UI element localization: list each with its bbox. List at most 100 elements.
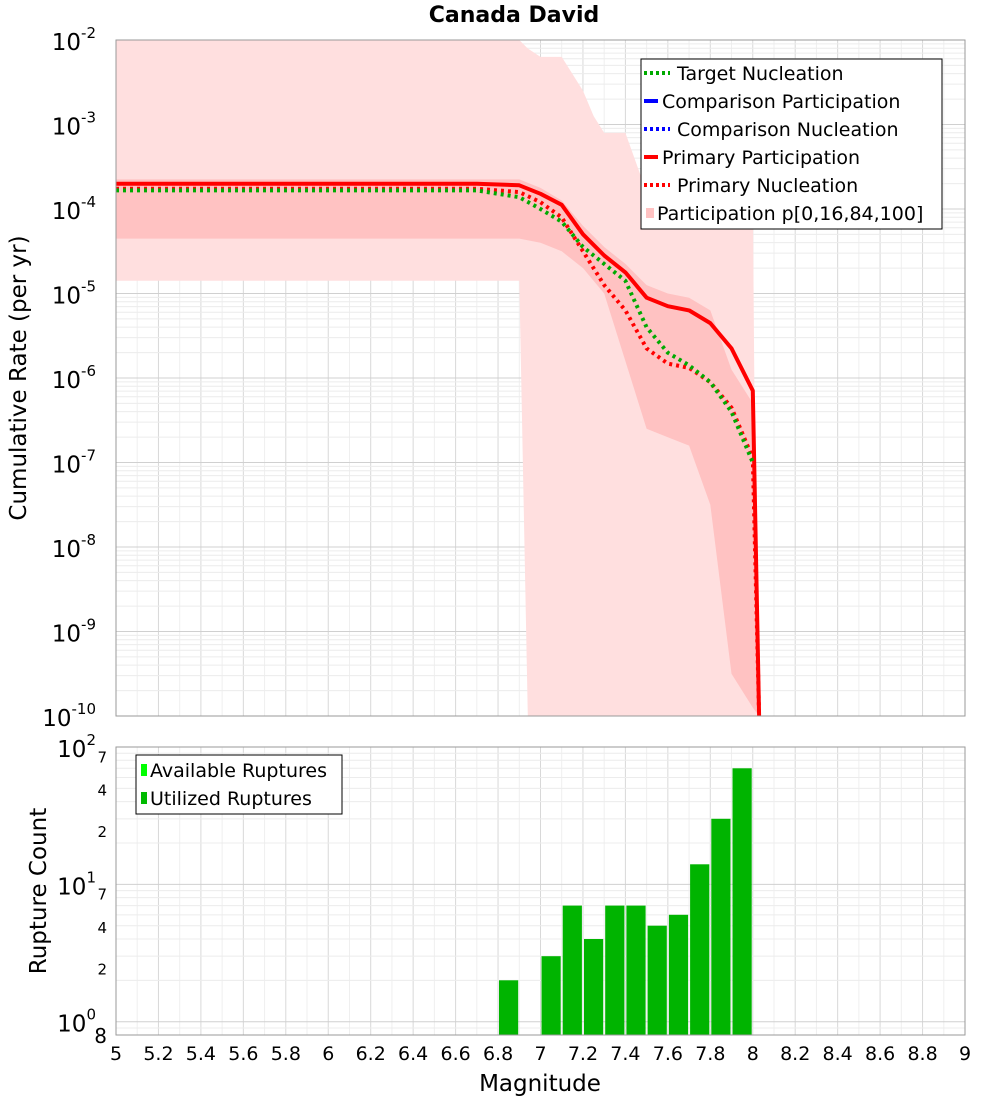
top-y-tick-exponent: -2 [81, 24, 96, 42]
rupture-bar [499, 980, 519, 1035]
legend-label: Primary Nucleation [677, 175, 858, 197]
top-legend: Target Nucleation Comparison Participatio… [640, 58, 943, 230]
bottom-y-tick-label: 2 [97, 823, 107, 841]
top-y-tick-label: 10-6 [52, 362, 96, 394]
bottom-y-tick-label: 8 [94, 1024, 107, 1048]
top-y-tick-label: 10-5 [52, 278, 96, 310]
top-y-tick-base: 10 [52, 284, 81, 310]
rupture-bar [562, 905, 582, 1035]
bottom-y-tick-exponent: 2 [86, 731, 96, 749]
rupture-bar [690, 864, 710, 1035]
bottom-y-axis-label: Rupture Count [26, 808, 52, 974]
participation-band-inner [116, 179, 760, 716]
rupture-bar [605, 905, 625, 1035]
bottom-y-tick-base: 10 [57, 737, 86, 763]
top-y-tick-label: 10-2 [52, 24, 96, 56]
top-y-tick-base: 10 [52, 30, 81, 56]
top-y-tick-base: 10 [52, 199, 81, 225]
bottom-legend-box [135, 754, 343, 815]
x-axis-ticks: 5 5.2 5.4 5.6 5.8 6 6.2 6.4 6.6 6.8 7 7.2 7.4 7.6 7.8 8… [110, 1043, 971, 1065]
top-y-tick-label: 10-8 [52, 531, 96, 563]
top-legend-box [640, 58, 943, 230]
bottom-y-tick-label: 101 [57, 868, 96, 900]
x-tick-label: 8.2 [780, 1043, 810, 1065]
top-y-tick-label: 10-7 [52, 447, 96, 479]
bottom-y-tick-label: 7 [97, 748, 107, 766]
x-tick-label: 7.8 [695, 1043, 725, 1065]
x-tick-label: 5.2 [143, 1043, 173, 1065]
top-y-tick-exponent: -4 [81, 193, 96, 211]
bottom-y-tick-label: 102 [57, 731, 96, 763]
rupture-bar [541, 956, 561, 1035]
legend-swatch-bar [141, 764, 147, 776]
x-tick-label: 6 [322, 1043, 334, 1065]
rupture-bar [647, 925, 667, 1035]
chart-title: Canada David [429, 3, 600, 28]
top-y-tick-base: 10 [52, 622, 81, 648]
rupture-bars [499, 768, 752, 1035]
top-y-tick-exponent: -6 [81, 362, 96, 380]
bottom-y-tick-label: 100 [57, 1006, 96, 1038]
bottom-y-tick-exponent: 1 [86, 868, 96, 886]
bottom-plot-frame [115, 746, 966, 1036]
x-tick-label: 6.8 [483, 1043, 513, 1065]
x-tick-label: 8 [747, 1043, 759, 1065]
bottom-y-tick-base: 10 [57, 1012, 86, 1038]
top-y-tick-label: 10-3 [52, 109, 96, 141]
bottom-y-tick-label: 2 [97, 960, 107, 978]
x-tick-label: 6.2 [356, 1043, 386, 1065]
x-tick-label: 7.2 [568, 1043, 598, 1065]
bottom-legend: Available Ruptures Utilized Ruptures [135, 754, 343, 815]
legend-label: Primary Participation [662, 147, 860, 169]
top-y-tick-base: 10 [52, 453, 81, 479]
legend-label: Comparison Nucleation [677, 119, 899, 141]
top-y-tick-base: 10 [52, 115, 81, 141]
top-y-tick-base: 10 [52, 537, 81, 563]
top-y-tick-label: 10-9 [52, 616, 96, 648]
legend-label: Participation p[0,16,84,100] [657, 203, 923, 225]
top-y-tick-base: 10 [42, 706, 71, 732]
rupture-bar [626, 905, 646, 1035]
rate-lines [116, 181, 762, 717]
x-tick-label: 6.6 [440, 1043, 470, 1065]
x-axis-label: Magnitude [479, 1071, 601, 1097]
participation-band [116, 40, 760, 716]
top-y-tick-exponent: -5 [81, 278, 96, 296]
x-tick-label: 7 [534, 1043, 546, 1065]
legend-label: Available Ruptures [150, 760, 327, 782]
rupture-bar [668, 914, 689, 1035]
series-target-nucleation [116, 188, 755, 464]
bottom-grid [115, 747, 966, 1036]
x-tick-label: 9 [959, 1043, 971, 1065]
rupture-bar [711, 818, 731, 1035]
x-tick-label: 5 [110, 1043, 122, 1065]
x-tick-label: 7.6 [653, 1043, 683, 1065]
top-y-tick-exponent: -9 [81, 616, 96, 634]
bottom-y-tick-base: 10 [57, 874, 86, 900]
bottom-y-tick-label: 4 [97, 782, 107, 800]
top-y-axis-ticks: 10-210-310-410-510-610-710-810-910-10 [42, 24, 96, 732]
top-y-tick-base: 10 [52, 368, 81, 394]
top-y-tick-exponent: -3 [81, 109, 96, 127]
x-tick-label: 5.8 [271, 1043, 301, 1065]
x-tick-label: 8.4 [823, 1043, 853, 1065]
top-y-tick-label: 10-10 [42, 700, 96, 732]
x-tick-label: 6.4 [398, 1043, 428, 1065]
x-tick-label: 5.4 [186, 1043, 216, 1065]
x-tick-label: 5.6 [228, 1043, 258, 1065]
bottom-y-tick-exponent: 0 [86, 1006, 96, 1024]
top-plot-frame [115, 39, 966, 717]
top-y-axis-label: Cumulative Rate (per yr) [6, 235, 32, 520]
rupture-bar [732, 768, 752, 1035]
legend-label: Comparison Participation [662, 91, 900, 113]
legend-swatch-band [646, 208, 654, 218]
legend-label: Utilized Ruptures [150, 788, 312, 810]
x-tick-label: 7.4 [610, 1043, 640, 1065]
series-primary-nucleation [116, 186, 762, 717]
rupture-bar [584, 939, 604, 1035]
legend-swatch-bar [141, 792, 147, 804]
top-y-tick-label: 10-4 [52, 193, 96, 225]
bottom-y-tick-label: 4 [97, 919, 107, 937]
series-primary-participation [116, 181, 762, 717]
